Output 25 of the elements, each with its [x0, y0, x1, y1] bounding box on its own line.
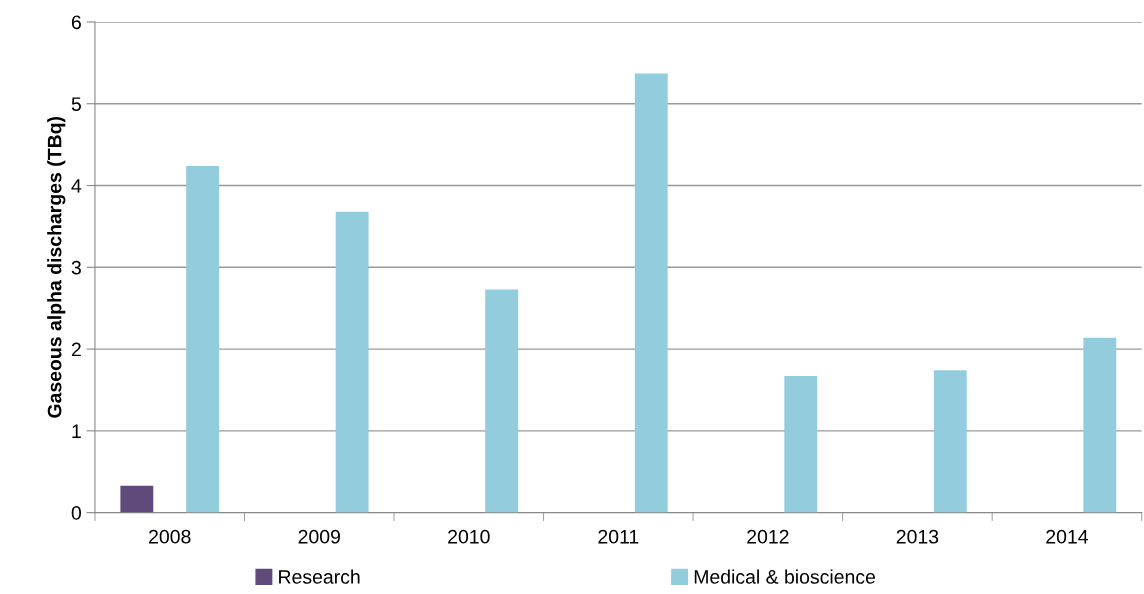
- legend-label: Medical & bioscience: [694, 569, 876, 584]
- bar: [186, 165, 220, 513]
- y-tick-label: 2: [71, 342, 81, 357]
- bar: [784, 376, 818, 513]
- bar: [634, 73, 668, 513]
- bar: [1083, 337, 1117, 513]
- y-tick-label: 5: [71, 97, 81, 111]
- y-tick-label: 4: [71, 179, 82, 193]
- y-axis-title: Gaseous alpha discharges (TBq): [47, 116, 66, 418]
- x-tick-label: 2013: [896, 529, 939, 544]
- x-tick-label: 2012: [747, 529, 789, 544]
- bar: [120, 485, 154, 513]
- y-tick-label: 1: [72, 424, 81, 438]
- bar: [933, 370, 967, 513]
- bar: [335, 211, 369, 513]
- y-tick-label: 0: [71, 506, 81, 520]
- x-tick-label: 2009: [298, 529, 340, 544]
- y-tick-label: 3: [71, 260, 81, 275]
- bar: [485, 289, 519, 513]
- legend-label: Research: [279, 569, 360, 584]
- x-tick-label: 2010: [448, 529, 490, 544]
- x-tick-label: 2011: [598, 529, 639, 544]
- x-tick-label: 2008: [149, 529, 191, 544]
- y-tick-label: 6: [71, 15, 81, 30]
- x-tick-label: 2014: [1046, 529, 1088, 544]
